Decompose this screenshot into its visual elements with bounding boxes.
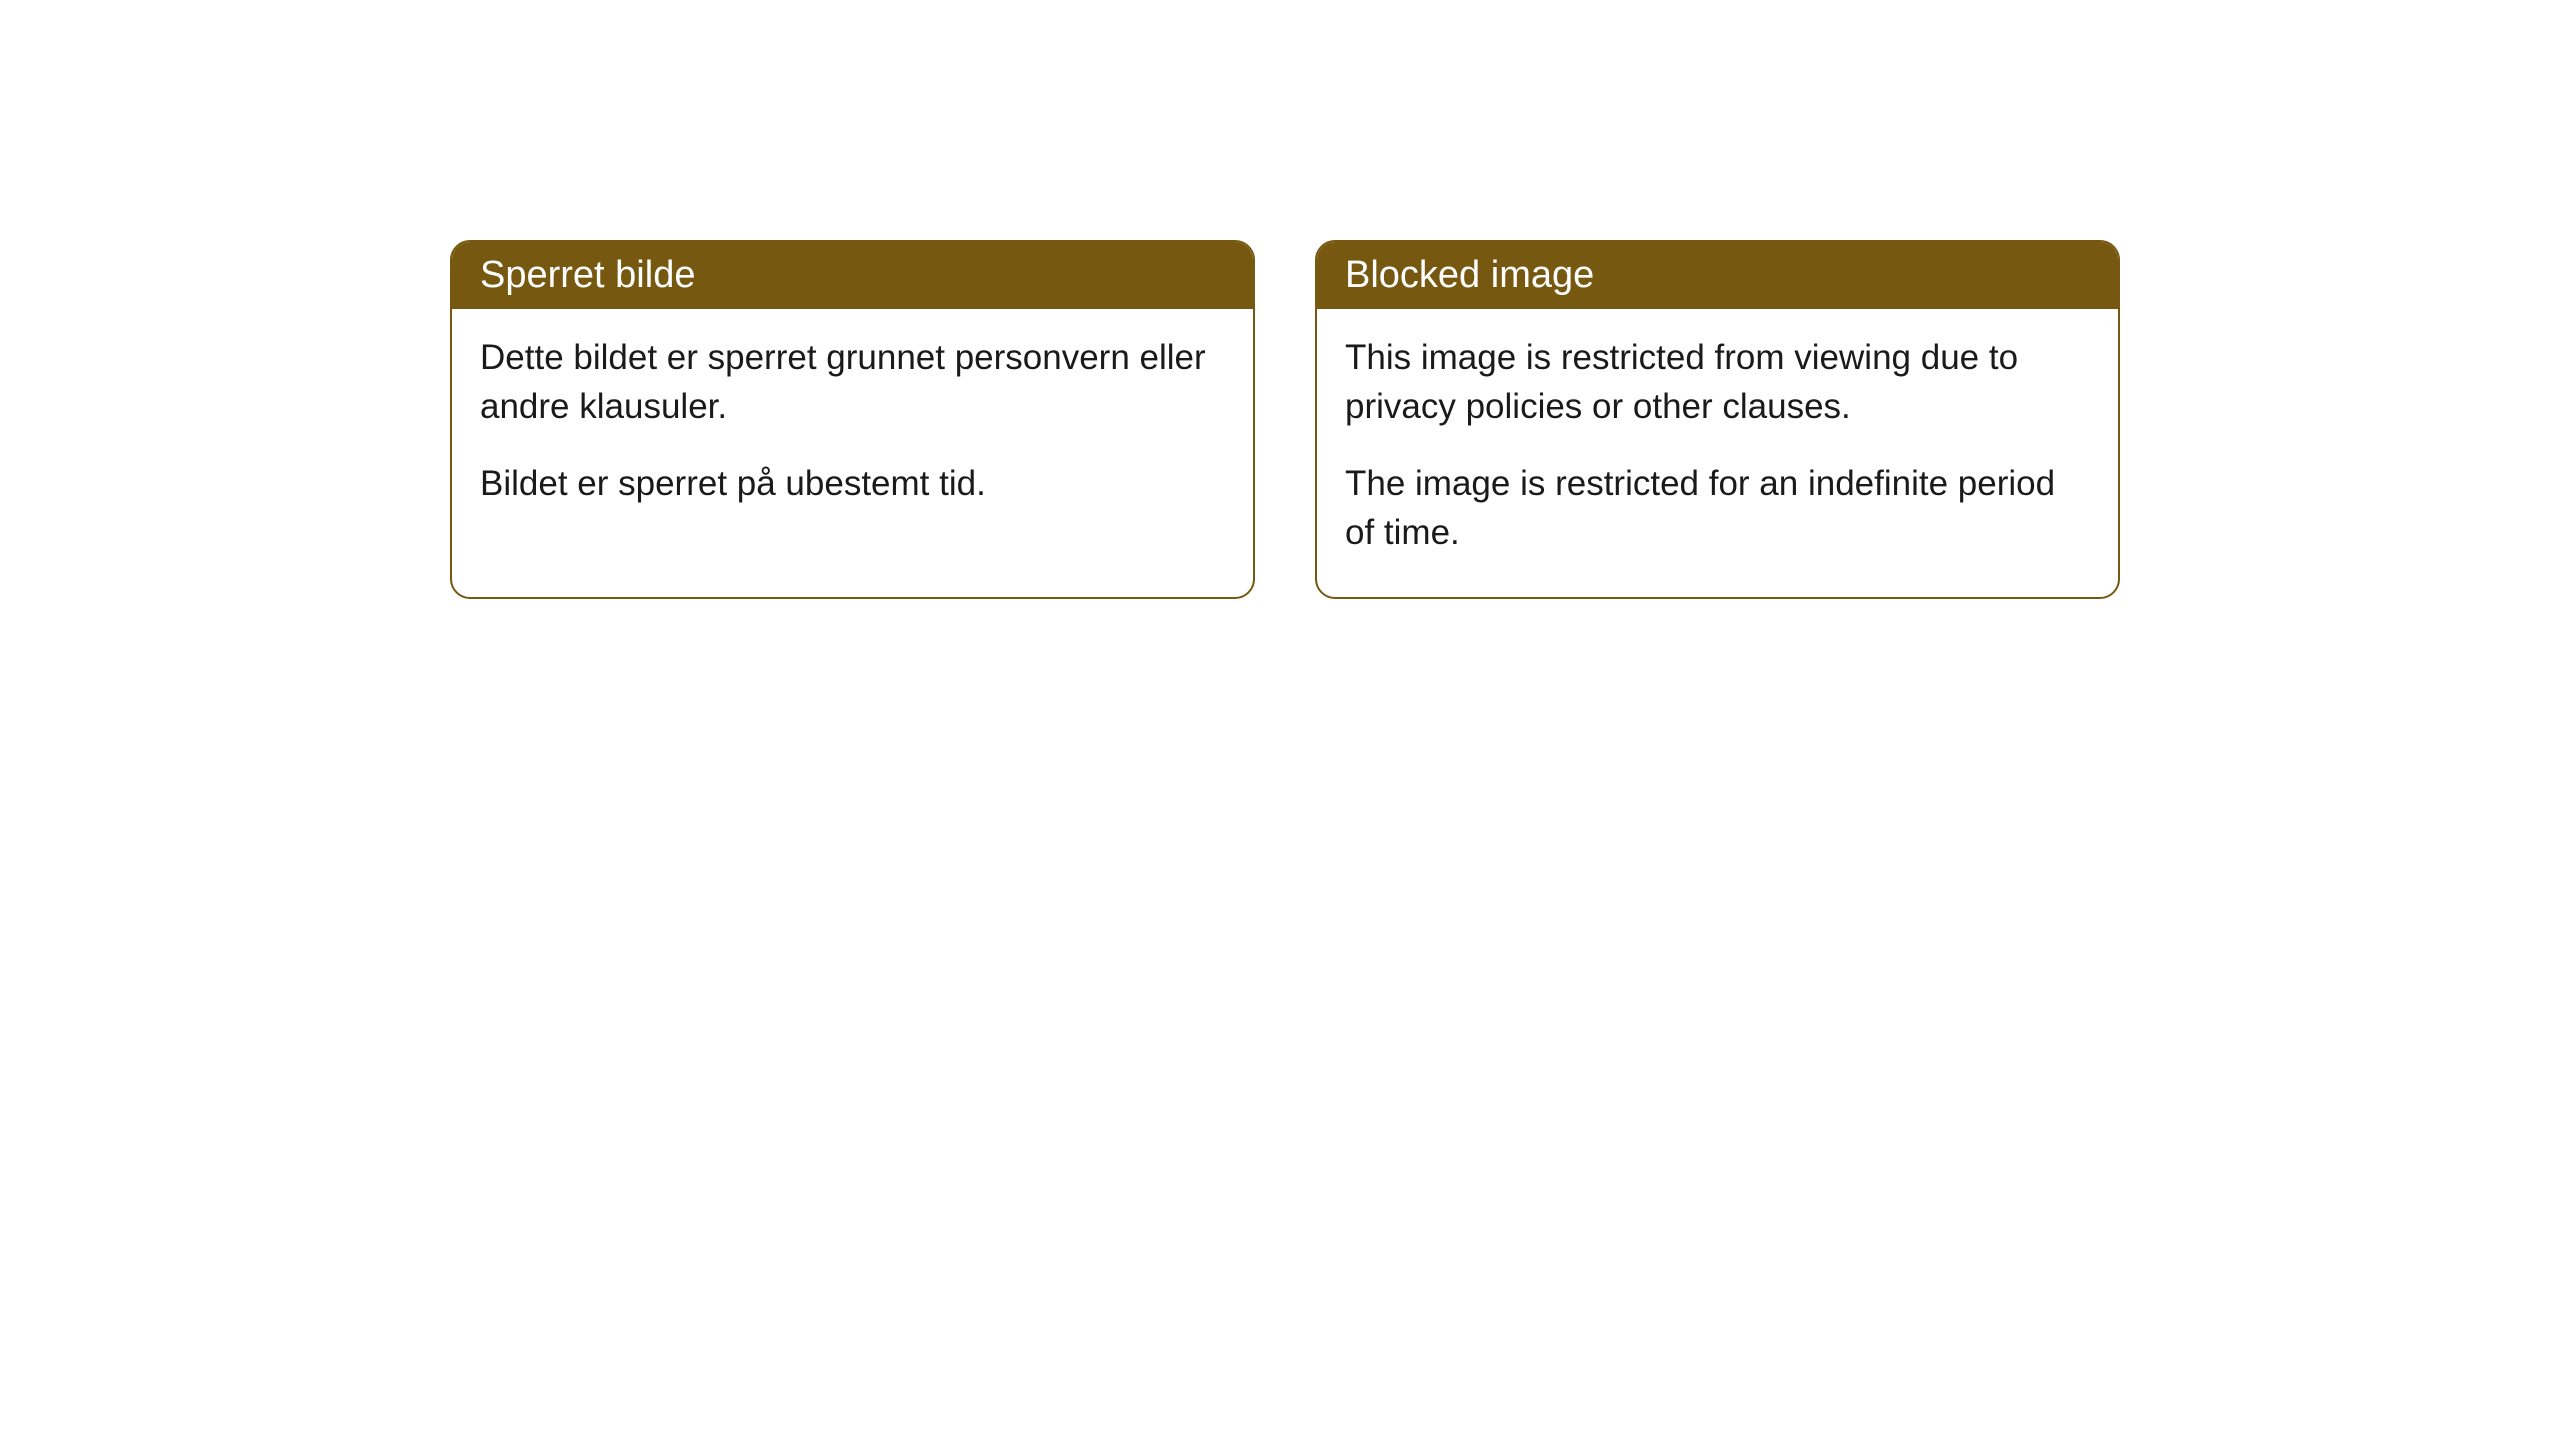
card-paragraph: Dette bildet er sperret grunnet personve… bbox=[480, 333, 1225, 431]
card-title: Sperret bilde bbox=[480, 254, 695, 296]
card-title: Blocked image bbox=[1345, 254, 1594, 296]
card-paragraph: The image is restricted for an indefinit… bbox=[1345, 459, 2090, 557]
card-header-english: Blocked image bbox=[1317, 242, 2118, 309]
card-header-norwegian: Sperret bilde bbox=[452, 242, 1253, 309]
card-body-norwegian: Dette bildet er sperret grunnet personve… bbox=[452, 309, 1253, 548]
blocked-image-card-norwegian: Sperret bilde Dette bildet er sperret gr… bbox=[450, 240, 1255, 599]
card-body-english: This image is restricted from viewing du… bbox=[1317, 309, 2118, 597]
card-paragraph: This image is restricted from viewing du… bbox=[1345, 333, 2090, 431]
blocked-image-card-english: Blocked image This image is restricted f… bbox=[1315, 240, 2120, 599]
cards-container: Sperret bilde Dette bildet er sperret gr… bbox=[450, 240, 2120, 599]
card-paragraph: Bildet er sperret på ubestemt tid. bbox=[480, 459, 1225, 508]
